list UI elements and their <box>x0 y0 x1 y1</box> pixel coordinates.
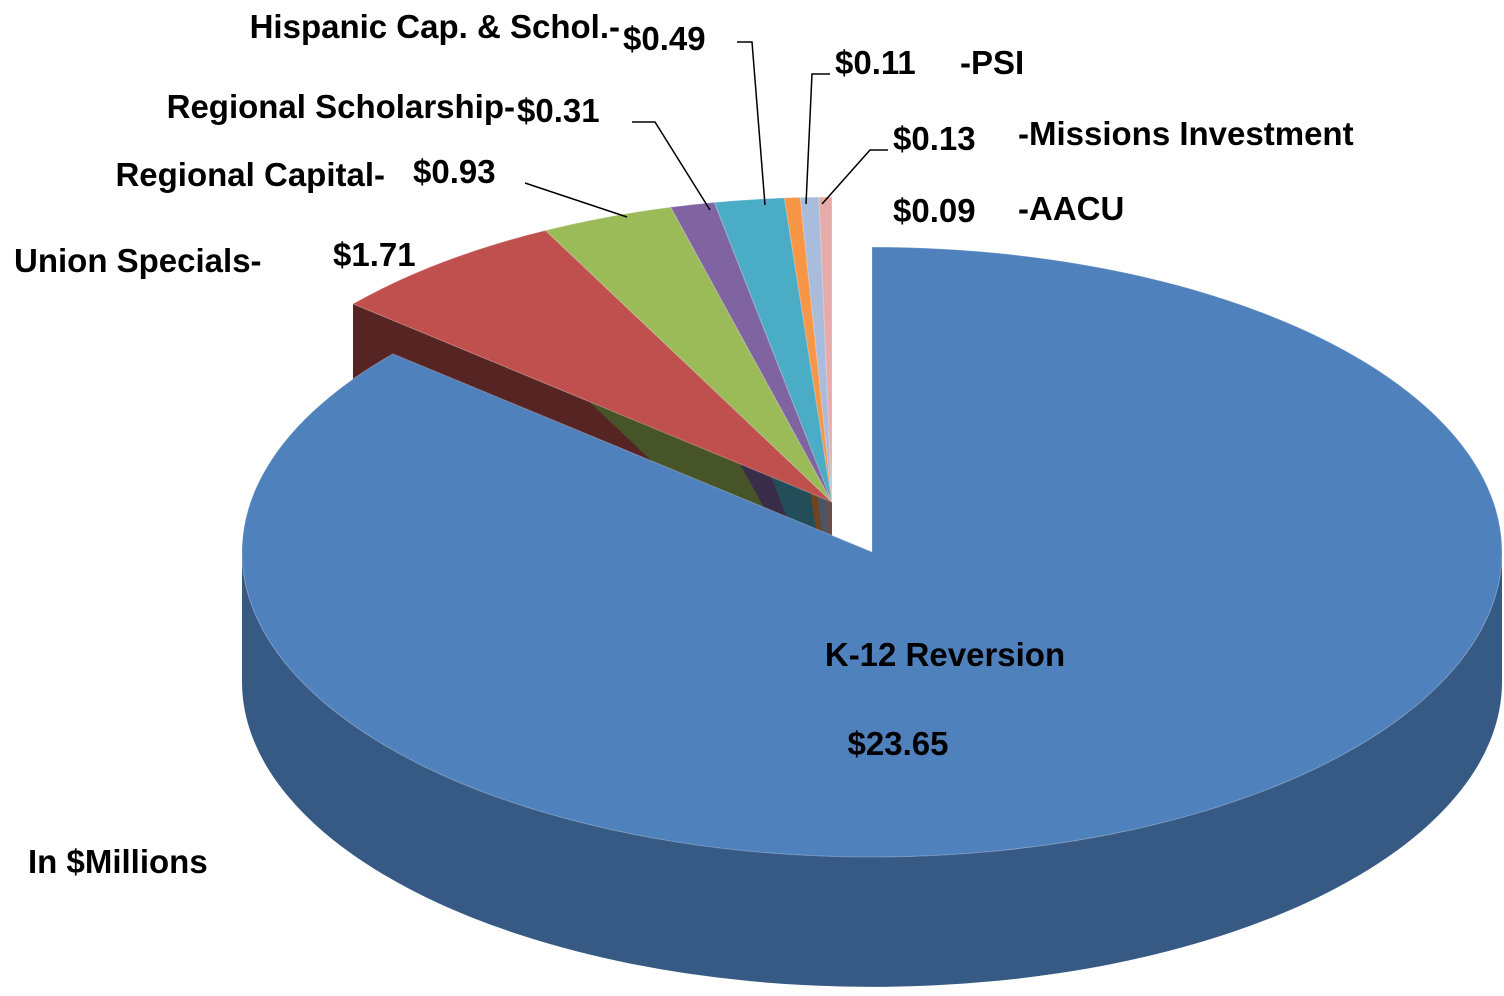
leader-lines <box>524 41 888 218</box>
pie <box>241 196 1503 987</box>
slice <box>713 197 833 503</box>
leader-line <box>737 41 766 206</box>
category-label: Union Specials- <box>14 242 262 279</box>
slice <box>818 196 833 503</box>
value-label: $23.65 <box>848 725 949 762</box>
value-label: $0.11 <box>835 44 916 81</box>
labels: K-12 Reversion $23.65 Union Specials- $1.71… <box>14 8 1354 762</box>
slice <box>669 201 833 503</box>
leader-line <box>805 73 830 205</box>
slice <box>783 196 833 503</box>
category-label: -Missions Investment <box>1018 115 1354 152</box>
category-label: -AACU <box>1018 190 1124 227</box>
note: In $Millions <box>28 843 208 880</box>
value-label: $1.71 <box>333 236 416 273</box>
category-label: K-12 Reversion <box>825 636 1065 673</box>
slice <box>799 196 833 503</box>
value-label: $0.09 <box>893 192 976 229</box>
slice <box>351 229 833 503</box>
category-label: Regional Scholarship- <box>167 88 515 125</box>
leader-line <box>821 149 888 205</box>
value-label: $0.49 <box>623 20 706 57</box>
category-label: Hispanic Cap. & Schol.- <box>250 8 620 45</box>
category-label: -PSI <box>960 44 1024 81</box>
leader-line <box>632 121 711 211</box>
value-label: $0.93 <box>413 153 496 190</box>
slice <box>544 206 833 503</box>
value-label: $0.13 <box>893 120 976 157</box>
category-label: Regional Capital- <box>115 156 385 193</box>
slice <box>241 246 1503 858</box>
value-label: $0.31 <box>517 92 600 129</box>
slice-outer-side <box>242 552 1502 987</box>
leader-line <box>524 182 628 218</box>
